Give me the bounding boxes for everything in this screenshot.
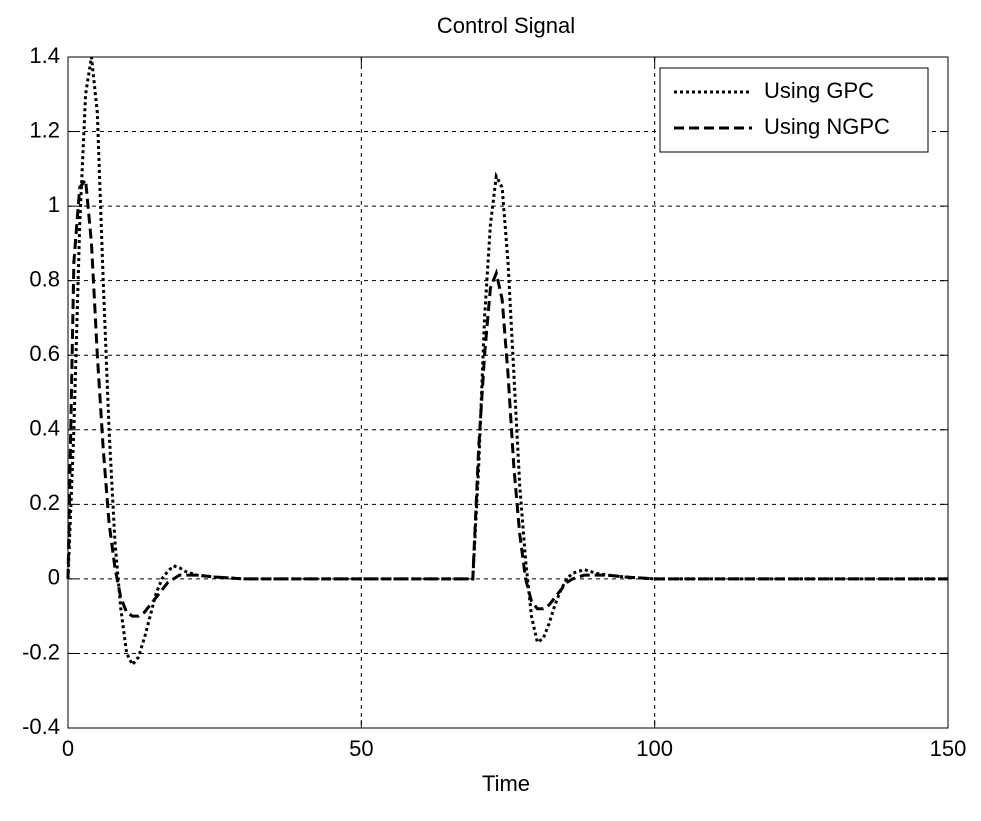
x-tick-label: 100 bbox=[636, 736, 673, 761]
y-tick-label: -0.4 bbox=[22, 714, 60, 739]
y-tick-label: 0.8 bbox=[29, 266, 60, 291]
x-tick-label: 0 bbox=[62, 736, 74, 761]
legend-box bbox=[659, 67, 929, 153]
y-tick-label: 0.6 bbox=[29, 341, 60, 366]
y-tick-label: 1.4 bbox=[29, 43, 60, 68]
x-axis-label: Time bbox=[482, 771, 530, 796]
y-tick-label: 0 bbox=[48, 565, 60, 590]
x-tick-label: 150 bbox=[930, 736, 967, 761]
y-tick-label: -0.2 bbox=[22, 639, 60, 664]
legend-label: Using NGPC bbox=[764, 114, 890, 139]
y-tick-label: 1.2 bbox=[29, 117, 60, 142]
y-tick-label: 0.2 bbox=[29, 490, 60, 515]
chart-title: Control Signal bbox=[437, 13, 575, 38]
y-tick-label: 0.4 bbox=[29, 416, 60, 441]
series-line bbox=[66, 56, 948, 668]
series-line bbox=[66, 176, 948, 618]
y-tick-label: 1 bbox=[48, 192, 60, 217]
legend-label: Using GPC bbox=[764, 78, 874, 103]
plot-frame bbox=[67, 56, 949, 729]
x-tick-label: 50 bbox=[349, 736, 373, 761]
